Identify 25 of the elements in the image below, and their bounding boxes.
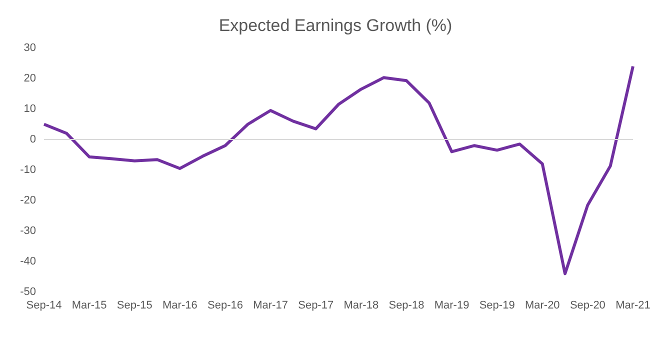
y-tick-label: 30 [24,42,36,54]
x-tick-label: Sep-14 [26,300,62,312]
x-tick-label: Sep-17 [298,300,334,312]
x-tick-label: Sep-18 [388,300,424,312]
y-tick-label: -10 [20,164,36,176]
chart-title: Expected Earnings Growth (%) [218,16,452,35]
x-tick-label: Mar-15 [72,300,107,312]
y-tick-label: -50 [20,286,36,298]
x-tick-label: Sep-19 [479,300,515,312]
x-tick-label: Mar-21 [616,300,650,312]
y-tick-label: 10 [24,103,36,115]
y-tick-label: -20 [20,194,36,206]
x-tick-label: Mar-20 [524,300,560,312]
x-tick-label: Mar-17 [253,300,288,312]
x-tick-label: Mar-16 [162,300,198,312]
line-series [42,64,634,276]
y-tick-label: -30 [20,225,36,237]
x-tick-label: Mar-18 [344,300,379,312]
x-tick-label: Sep-20 [570,300,606,312]
y-tick-label: 0 [30,134,36,146]
y-tick-label: -40 [20,256,36,268]
x-tick-label: Sep-16 [207,300,243,312]
y-tick-label: 20 [24,72,36,84]
x-tick-label: Mar-19 [434,300,470,312]
x-tick-label: Sep-15 [116,300,152,312]
